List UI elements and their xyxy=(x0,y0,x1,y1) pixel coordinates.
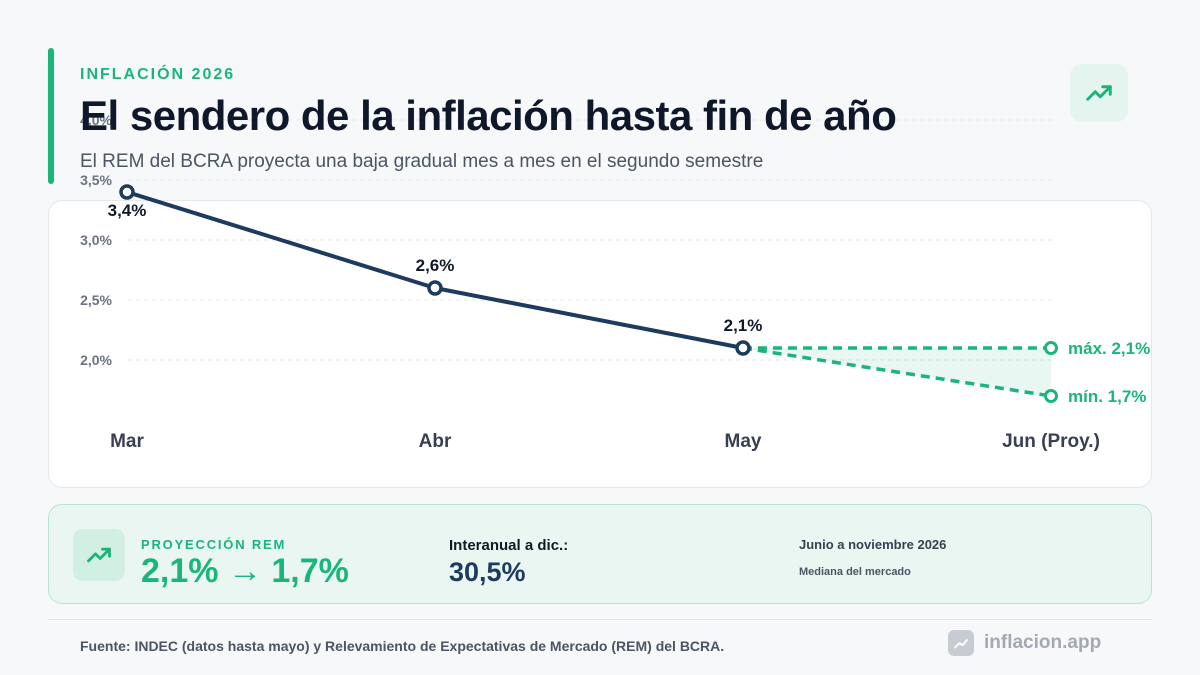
source-note: Fuente: INDEC (datos hasta mayo) y Relev… xyxy=(80,638,725,654)
projection-value: 2,1% → 1,7% xyxy=(141,552,349,590)
accent-bar xyxy=(48,48,54,184)
summary-card: PROYECCIÓN REM 2,1% → 1,7% Interanual a … xyxy=(48,504,1152,604)
data-point xyxy=(119,184,135,200)
chart-icon xyxy=(948,630,974,656)
eyebrow: INFLACIÓN 2026 xyxy=(80,66,236,83)
projection-label: PROYECCIÓN REM xyxy=(141,537,287,552)
chart-card xyxy=(48,200,1152,488)
page-title: El sendero de la inflación hasta fin de … xyxy=(80,92,897,139)
yoy-value: 30,5% xyxy=(449,557,526,587)
trending-up-icon xyxy=(73,529,125,581)
footer-divider xyxy=(48,619,1152,620)
trending-up-icon xyxy=(1070,64,1128,122)
page-subtitle: El REM del BCRA proyecta una baja gradua… xyxy=(80,151,764,172)
yoy-label: Interanual a dic.: xyxy=(449,537,569,554)
y-tick-label: 3,5% xyxy=(80,172,112,188)
period-sub: Mediana del mercado xyxy=(799,566,911,578)
brand-name[interactable]: inflacion.app xyxy=(984,632,1102,653)
period-label: Junio a noviembre 2026 xyxy=(799,537,947,552)
